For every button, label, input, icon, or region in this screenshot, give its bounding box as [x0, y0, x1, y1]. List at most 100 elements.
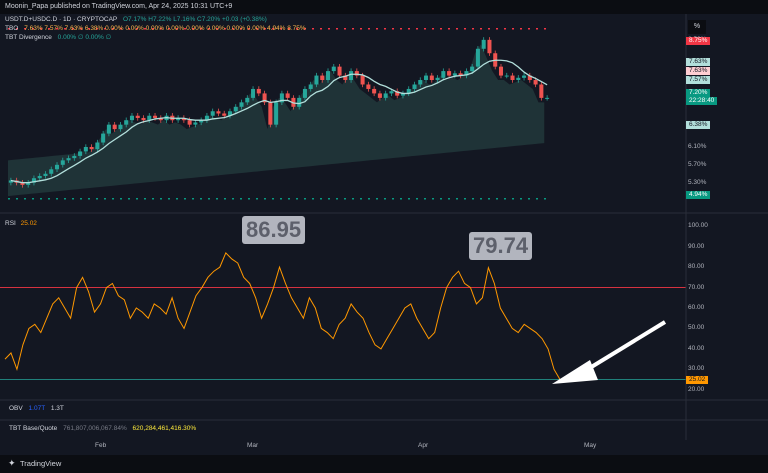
- divergence-label: TBT Divergence: [5, 34, 52, 41]
- rsi-tick-label: 70.00: [688, 283, 705, 291]
- base-quote-legend[interactable]: TBT Base/Quote 761,807,006,067.84% 620,2…: [9, 424, 196, 433]
- rsi-tick-label: 90.00: [688, 242, 705, 250]
- ohlc-values: O7.17% H7.22% L7.16% C7.20% +0.03 (+0.38…: [122, 16, 267, 23]
- candle-body: [424, 75, 429, 81]
- rsi-legend[interactable]: RSI 25.02: [5, 219, 37, 228]
- candle-body: [325, 71, 331, 81]
- price-tag: 7.63%: [686, 67, 711, 75]
- time-axis[interactable]: Feb Mar Apr May: [0, 440, 686, 452]
- rsi-tick-label: 40.00: [688, 344, 705, 352]
- time-tick-label: Mar: [247, 442, 259, 449]
- tbo-label: TBO: [5, 25, 19, 32]
- candle-body: [337, 66, 342, 76]
- candle-body: [452, 73, 457, 76]
- rsi-peak-callout-2: 79.74: [469, 232, 533, 260]
- candle-body: [441, 71, 446, 78]
- candle-body: [251, 88, 256, 98]
- candle-body: [522, 75, 527, 78]
- candle-body: [366, 84, 371, 89]
- candle-body: [37, 175, 42, 179]
- candle-body: [181, 117, 186, 121]
- base-quote-value-1: 761,807,006,067.84%: [63, 425, 127, 432]
- price-tag: 7.63%: [686, 58, 711, 66]
- candle-body: [129, 115, 134, 121]
- candle-body: [101, 133, 106, 143]
- candle-body: [83, 146, 88, 152]
- price-tag: 22:28:40: [686, 97, 718, 105]
- symbol-line[interactable]: USDT.D+USDC.D · 1D · CRYPTOCAP O7.17% H7…: [5, 15, 306, 24]
- candle-body: [26, 182, 31, 185]
- divergence-line[interactable]: TBT Divergence 0.00% ∅ 0.00% ∅: [5, 33, 306, 42]
- obv-legend[interactable]: OBV 1.07T 1.3T: [9, 404, 64, 413]
- candle-body: [354, 71, 359, 76]
- candle-body: [447, 71, 452, 76]
- price-tick-label: 5.30%: [688, 178, 707, 186]
- time-tick-label: Feb: [95, 442, 107, 449]
- candle-body: [475, 48, 480, 67]
- candle-body: [285, 93, 290, 98]
- candle-body: [279, 93, 284, 103]
- rsi-axis[interactable]: 100.00 90.00 80.00 70.00 60.00 50.00 40.00 30.0…: [686, 215, 768, 410]
- candle-body: [268, 102, 273, 125]
- candle-body: [389, 91, 394, 94]
- moving-average-line: [10, 59, 548, 184]
- candle-body: [302, 88, 307, 98]
- candle-body: [533, 80, 538, 85]
- rsi-tick-label: 100.00: [688, 222, 708, 230]
- candle-body: [343, 75, 348, 81]
- candle-body: [8, 180, 13, 183]
- candle-body: [176, 117, 181, 121]
- candle-body: [320, 75, 325, 81]
- candle-body: [95, 142, 100, 150]
- annotation-arrow-head: [552, 360, 598, 384]
- candle-body: [262, 93, 267, 103]
- brand-text: TradingView: [20, 459, 62, 468]
- candle-body: [372, 88, 377, 94]
- footer-bar: ✦ TradingView: [0, 455, 768, 473]
- candle-body: [349, 71, 354, 81]
- tradingview-logo: ✦: [8, 458, 16, 468]
- candle-body: [227, 111, 233, 116]
- candle-body: [545, 97, 550, 99]
- candle-body: [66, 158, 71, 161]
- candle-body: [256, 88, 261, 94]
- candle-body: [153, 115, 158, 118]
- candle-body: [60, 160, 65, 165]
- candle-body: [498, 66, 504, 76]
- candle-body: [412, 84, 417, 89]
- candle-body: [406, 88, 411, 94]
- price-tag: 8.75%: [686, 37, 711, 45]
- tbo-line[interactable]: TBO 7.63% 7.57% 7.63% 6.38% 0.00% 0.00% …: [5, 24, 306, 33]
- candle-body: [470, 66, 475, 72]
- candle-body: [210, 111, 215, 116]
- candle-body: [106, 124, 111, 134]
- price-axis[interactable]: 8.50%6.10%5.70%5.30%8.75%7.63%7.63%7.57%…: [686, 0, 768, 210]
- time-tick-label: May: [584, 442, 597, 449]
- candle-body: [314, 75, 319, 85]
- candle-body: [464, 71, 469, 76]
- rsi-label: RSI: [5, 220, 16, 227]
- candle-body: [308, 84, 313, 89]
- candle-body: [360, 75, 365, 85]
- candle-body: [141, 117, 146, 121]
- candle-body: [72, 155, 77, 159]
- price-tick-label: 5.70%: [688, 160, 707, 168]
- candle-body: [112, 124, 117, 130]
- candle-body: [89, 146, 94, 150]
- time-tick-label: Apr: [418, 442, 429, 449]
- candle-body: [135, 115, 140, 118]
- publish-header: Moonin_Papa published on TradingView.com…: [0, 0, 768, 14]
- candle-body: [233, 106, 238, 112]
- candle-body: [377, 93, 382, 98]
- candle-body: [331, 66, 336, 72]
- candle-body: [400, 93, 405, 96]
- rsi-tick-label: 60.00: [688, 304, 705, 311]
- scale-unit-button[interactable]: %: [688, 20, 706, 34]
- candle-body: [527, 75, 532, 81]
- obv-value-1: 1.07T: [28, 405, 46, 412]
- candle-body: [510, 75, 515, 81]
- candle-body: [124, 120, 129, 125]
- candle-body: [187, 120, 192, 125]
- candle-body: [49, 169, 54, 174]
